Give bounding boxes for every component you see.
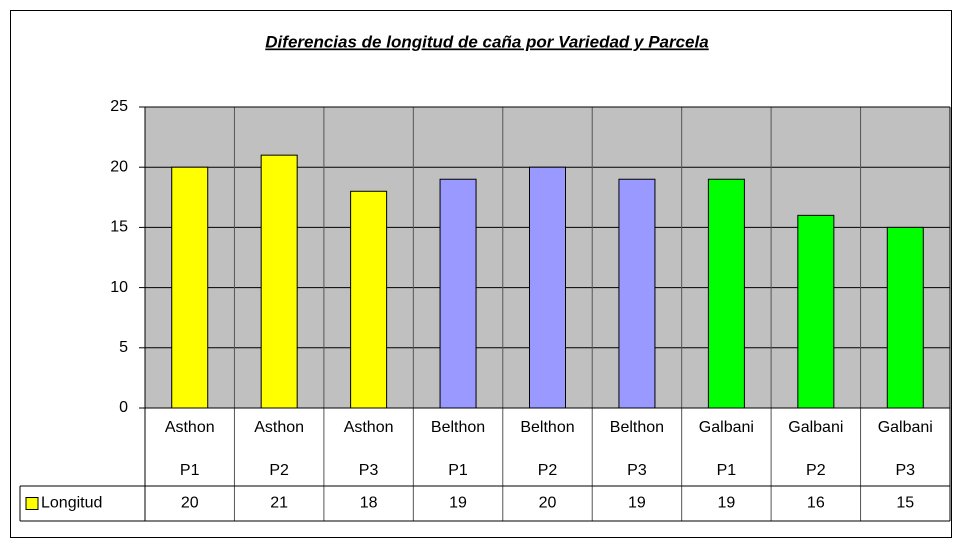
bar (439, 178, 477, 409)
bar (171, 166, 209, 409)
table-value: 15 (896, 495, 914, 512)
bar (886, 226, 924, 409)
x-tick-label-cell: Asthon P1 (145, 406, 234, 484)
table-value: 18 (360, 495, 378, 512)
x-tick-label: Belthon P3 (609, 419, 665, 479)
y-tick-label: 5 (119, 339, 128, 356)
x-tick-label: Galbani P3 (877, 419, 933, 479)
y-tick-label: 25 (110, 98, 128, 115)
table-value: 20 (539, 495, 557, 512)
table-value: 19 (717, 495, 735, 512)
legend-label: Longitud (41, 495, 102, 512)
bar (618, 178, 656, 409)
bar (350, 190, 388, 409)
legend-marker (25, 497, 39, 510)
x-tick-label: Asthon P3 (343, 419, 394, 479)
table-value: 16 (807, 495, 825, 512)
table-value: 21 (270, 495, 288, 512)
bar (707, 178, 745, 409)
x-tick-label: Galbani P1 (698, 419, 754, 479)
x-tick-label-cell: Galbani P3 (861, 406, 950, 484)
bar (529, 166, 566, 409)
y-tick-label: 10 (110, 279, 128, 296)
x-tick-label-cell: Galbani P2 (771, 406, 860, 484)
bar (797, 214, 835, 409)
y-tick-label: 0 (119, 399, 128, 416)
chart-title: Diferencias de longitud de caña por Vari… (265, 32, 708, 51)
x-tick-label-cell: Belthon P2 (503, 406, 592, 484)
y-tick-label: 20 (110, 158, 128, 175)
table-value: 19 (449, 495, 467, 512)
x-tick-label: Galbani P2 (788, 419, 844, 479)
x-tick-label-cell: Asthon P3 (324, 406, 413, 484)
x-tick-label-cell: Belthon P3 (592, 406, 681, 484)
x-tick-label-cell: Belthon P1 (413, 406, 502, 484)
x-tick-label: Belthon P2 (520, 419, 575, 479)
x-tick-label-cell: Asthon P2 (234, 406, 323, 484)
x-tick-label: Asthon P1 (164, 419, 215, 479)
table-value: 19 (628, 495, 646, 512)
y-tick-label: 15 (110, 219, 128, 236)
table-value: 20 (181, 495, 199, 512)
x-tick-label: Belthon P1 (430, 419, 486, 479)
x-tick-label: Asthon P2 (254, 419, 305, 479)
bar (260, 154, 298, 409)
x-tick-label-cell: Galbani P1 (682, 406, 771, 484)
